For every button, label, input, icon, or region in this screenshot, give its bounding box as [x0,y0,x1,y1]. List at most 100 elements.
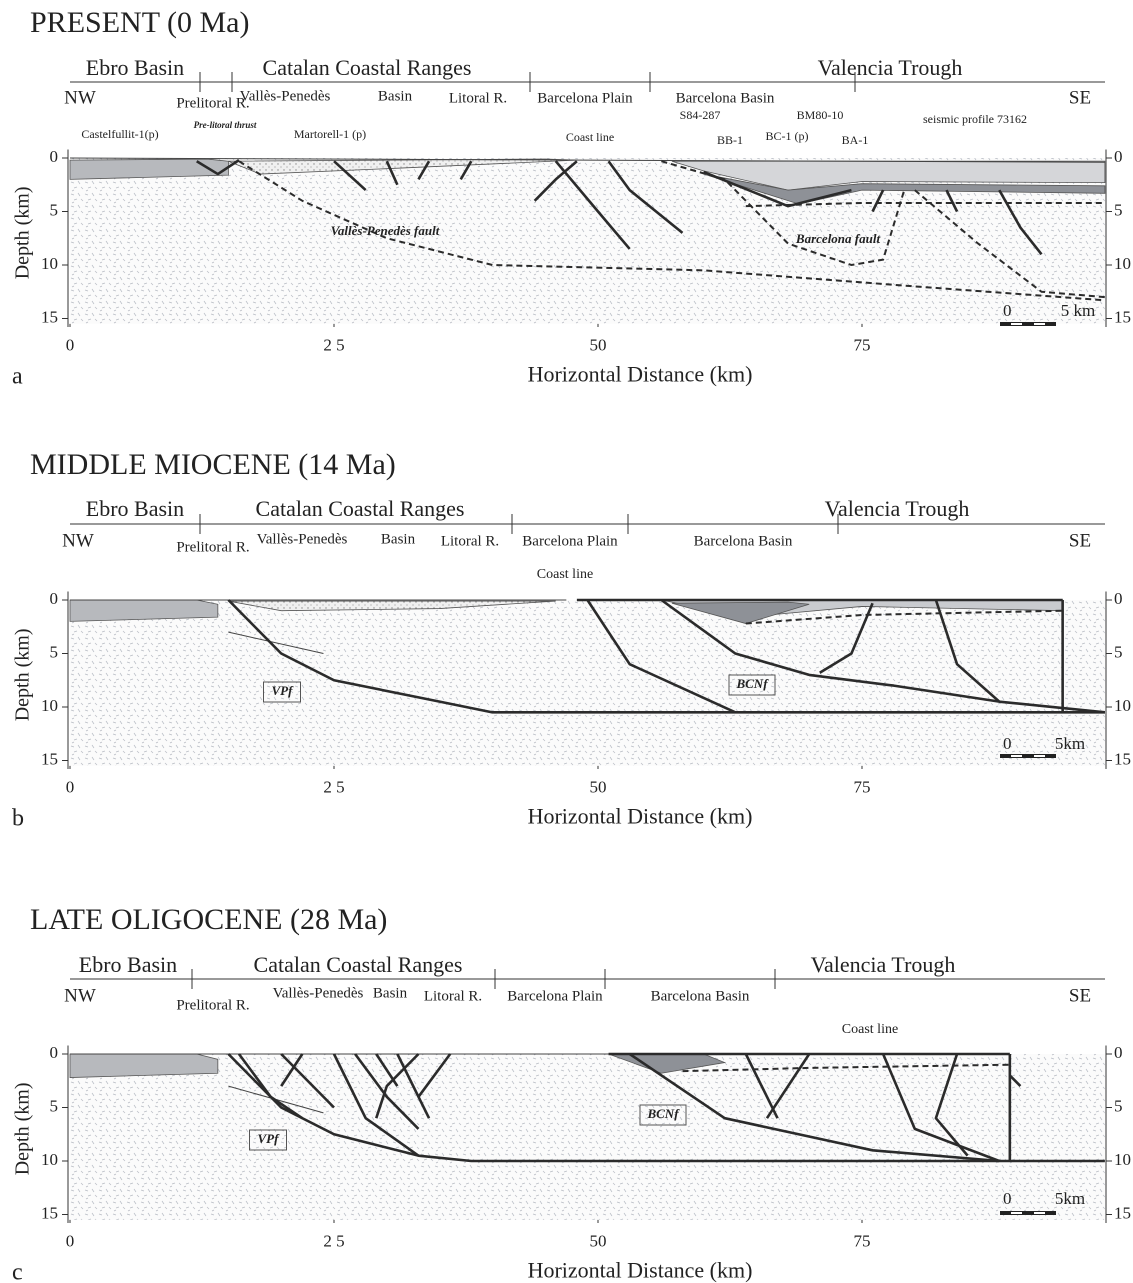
subregion-label: NW [64,87,96,108]
x-tick-label: 50 [590,335,607,354]
annotation: BM80-10 [797,108,844,122]
scale-label: 5 km [1061,301,1095,320]
scale-bar-seg [1011,1212,1022,1214]
region-label: Ebro Basin [79,952,177,977]
y-tick-label: 15 [41,1203,58,1222]
scale-bar-seg [1011,323,1022,325]
annotation: BCNf [646,1106,680,1121]
x-tick-label: 50 [590,1231,607,1250]
panel-title: PRESENT (0 Ma) [30,6,249,39]
scale-label: 0 [1003,1189,1012,1208]
y-tick-label: 0 [1114,589,1123,608]
scale-bar [1000,754,1056,758]
subregion-label: Litoral R. [449,90,507,106]
y-tick-label: 0 [50,147,59,166]
y-tick-label: 15 [41,307,58,326]
subregion-label: Prelitoral R. [176,539,249,555]
scale-bar-seg [1011,755,1022,757]
subregion-label: Barcelona Plain [522,533,618,549]
region-label: Valencia Trough [811,952,956,977]
x-tick-label: 75 [854,1231,871,1250]
panel-title: LATE OLIGOCENE (28 Ma) [30,903,387,936]
subregion-label: Prelitoral R. [176,997,249,1013]
y-axis-title: Depth (km) [12,187,34,280]
subregion-label: Litoral R. [424,988,482,1004]
y-axis-title: Depth (km) [12,629,34,722]
annotation: VPf [258,1131,281,1146]
panel-label: c [12,1260,23,1283]
y-tick-label: 0 [50,589,59,608]
sediment-unit [70,1054,218,1078]
x-tick-label: 0 [66,777,75,796]
panel-title: MIDDLE MIOCENE (14 Ma) [30,448,396,481]
subregion-label: SE [1069,87,1091,108]
annotation: seismic profile 73162 [923,112,1027,126]
y-tick-label: 15 [1114,749,1131,768]
region-label: Catalan Coastal Ranges [263,55,472,80]
y-tick-label: 0 [50,1043,59,1062]
scale-label: 5km [1055,1189,1085,1208]
subregion-label: Barcelona Basin [694,533,793,549]
y-axis-title: Depth (km) [12,1083,34,1176]
annotation: Pre-litoral thrust [194,120,257,130]
x-axis-title: Horizontal Distance (km) [528,362,753,387]
region-label: Valencia Trough [825,496,970,521]
y-tick-label: 5 [1114,642,1123,661]
region-label: Valencia Trough [818,55,963,80]
x-axis-title: Horizontal Distance (km) [528,1258,753,1283]
scale-label: 0 [1003,301,1012,320]
basement [70,600,1105,766]
panel-label: b [12,806,24,832]
subregion-label: Barcelona Basin [676,90,775,106]
subregion-label: Vallès-Penedès [273,985,364,1001]
subregion-label: SE [1069,985,1091,1006]
annotation: BCNf [735,676,769,691]
scale-bar-seg [1034,1212,1045,1214]
subregion-label: NW [62,530,94,551]
y-tick-label: 5 [1114,200,1123,219]
scale-bar [1000,322,1056,326]
x-tick-label: 75 [854,335,871,354]
y-tick-label: 5 [50,642,59,661]
subregion-label: Vallès-Penedès [240,88,331,104]
y-tick-label: 10 [1114,1150,1131,1169]
scale-label: 5km [1055,734,1085,753]
annotation: Vallès-Penedès fault [331,223,440,238]
x-tick-label: 50 [590,777,607,796]
x-axis-title: Horizontal Distance (km) [528,804,753,829]
y-tick-label: 5 [50,1096,59,1115]
subregion-label: Basin [378,88,413,104]
scale-bar-seg [1034,755,1045,757]
x-tick-label: 0 [66,335,75,354]
x-tick-label: 2 5 [323,777,344,796]
x-tick-label: 2 5 [323,1231,344,1250]
figure: PRESENT (0 Ma) a Ebro Basin Catalan Coastal… [0,0,1133,1283]
x-tick-label: 0 [66,1231,75,1250]
y-tick-label: 0 [1114,147,1123,166]
annotation: Coast line [566,130,614,144]
subregion-label: Barcelona Basin [651,988,750,1004]
y-tick-label: 0 [1114,1043,1123,1062]
scale-bar-seg [1034,323,1045,325]
subregion-label: SE [1069,530,1091,551]
subregion-label: NW [64,985,96,1006]
y-tick-label: 15 [1114,307,1131,326]
x-tick-label: 2 5 [323,335,344,354]
region-label: Ebro Basin [86,55,184,80]
y-tick-label: 5 [50,200,59,219]
subregion-label: Vallès-Penedès [257,531,348,547]
panel-label: a [12,364,23,390]
y-tick-label: 10 [41,696,58,715]
y-tick-label: 10 [1114,696,1131,715]
subregion-label: Barcelona Plain [507,988,603,1004]
x-tick-label: 75 [854,777,871,796]
subregion-label: Basin [373,985,408,1001]
annotation: BB-1 [717,133,743,147]
annotation: VPf [272,683,295,698]
y-tick-label: 15 [41,749,58,768]
subregion-label: Barcelona Plain [537,90,633,106]
annotation: Martorell-1 (p) [294,127,366,141]
y-tick-label: 15 [1114,1203,1131,1222]
region-label: Ebro Basin [86,496,184,521]
annotation: Barcelona fault [795,231,881,246]
